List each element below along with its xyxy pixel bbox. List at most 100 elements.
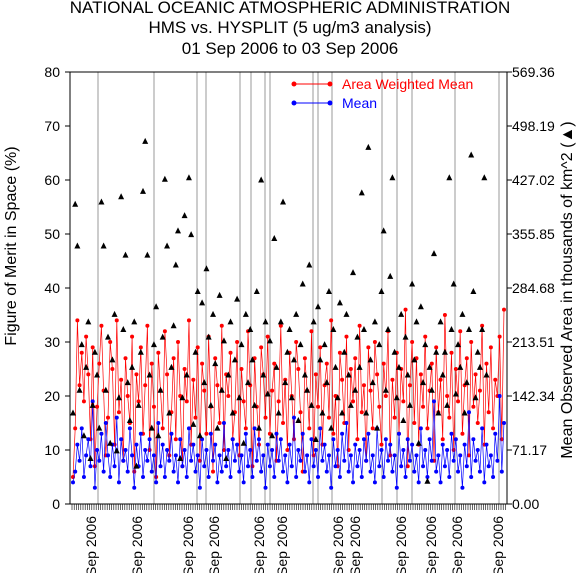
- area-weighted-mean-point: [298, 410, 303, 415]
- mean-point: [145, 458, 150, 463]
- mean-point: [351, 480, 356, 485]
- area-weighted-mean-point: [377, 404, 382, 409]
- area-weighted-mean-point: [110, 367, 115, 371]
- observed-area-point: [343, 310, 350, 317]
- y-tick-label: 70: [44, 118, 60, 134]
- observed-area-point: [301, 371, 308, 378]
- observed-area-point: [80, 432, 87, 439]
- mean-point: [195, 453, 200, 458]
- observed-area-point: [242, 310, 249, 317]
- y-tick-label: 10: [44, 442, 60, 458]
- area-weighted-mean-point: [407, 383, 412, 388]
- observed-area-point: [89, 401, 96, 408]
- observed-area-point: [273, 363, 280, 370]
- legend-awm-swatch-dot: [291, 81, 297, 87]
- mean-point: [440, 442, 445, 447]
- area-weighted-mean-point: [219, 323, 224, 328]
- mean-point: [313, 448, 318, 452]
- area-weighted-mean-point: [270, 388, 275, 393]
- mean-point: [167, 458, 172, 463]
- mean-point: [186, 426, 191, 431]
- observed-area-point: [280, 198, 287, 205]
- observed-area-point: [325, 288, 332, 295]
- mean-point: [445, 448, 450, 452]
- observed-area-point: [400, 417, 407, 424]
- observed-area-point: [113, 447, 120, 454]
- area-weighted-mean-point: [285, 448, 290, 452]
- area-weighted-mean-point: [204, 431, 209, 436]
- mean-point: [217, 453, 222, 458]
- observed-area-point: [142, 137, 149, 144]
- mean-point: [226, 448, 231, 452]
- observed-area-point: [446, 174, 453, 181]
- mean-point: [79, 426, 84, 431]
- mean-point: [77, 458, 82, 463]
- observed-area-point: [468, 151, 475, 158]
- observed-area-point: [262, 318, 269, 325]
- observed-area-point: [282, 379, 289, 386]
- mean-point: [252, 426, 257, 431]
- mean-point: [171, 469, 176, 474]
- observed-area-point: [105, 333, 112, 340]
- observed-area-point: [380, 227, 387, 234]
- mean-point: [211, 458, 216, 463]
- observed-area-point: [179, 394, 186, 401]
- mean-point: [322, 442, 327, 447]
- observed-area-point: [406, 401, 413, 408]
- area-weighted-mean-point: [326, 415, 331, 420]
- area-weighted-mean-point: [484, 361, 489, 366]
- area-weighted-mean-point: [453, 367, 458, 371]
- observed-area-point: [205, 333, 212, 340]
- mean-point: [151, 453, 156, 458]
- mean-point: [160, 442, 165, 447]
- y-right-tick-label: 498.19: [512, 118, 555, 134]
- observed-area-point: [420, 379, 427, 386]
- observed-area-point: [293, 310, 300, 317]
- mean-point: [215, 480, 220, 485]
- area-weighted-mean-point: [357, 323, 362, 328]
- x-tick-label: Sep 2006: [490, 516, 506, 573]
- mean-point: [486, 464, 491, 469]
- observed-area-point: [398, 310, 405, 317]
- area-weighted-mean-point: [447, 415, 452, 420]
- area-weighted-mean-point: [193, 415, 198, 420]
- observed-area-point: [330, 325, 337, 332]
- observed-area-point: [102, 386, 109, 393]
- mean-point: [291, 415, 296, 420]
- x-tick-label: Sep 2006: [423, 516, 439, 573]
- area-weighted-mean-point: [256, 442, 261, 447]
- mean-point: [464, 464, 469, 469]
- mean-point: [169, 431, 174, 436]
- area-weighted-mean-point: [130, 334, 135, 339]
- mean-point: [71, 480, 75, 485]
- observed-area-point: [251, 401, 258, 408]
- mean-point: [241, 480, 246, 485]
- y-tick-label: 60: [44, 172, 60, 188]
- observed-area-point: [426, 363, 433, 370]
- mean-point: [324, 469, 329, 474]
- chart-title: NATIONAL OCEANIC ATMOSPHERIC ADMINISTRAT…: [69, 0, 511, 17]
- mean-point: [158, 464, 163, 469]
- area-weighted-mean-point: [200, 361, 205, 366]
- mean-point: [88, 464, 93, 469]
- area-weighted-mean-point: [491, 426, 496, 431]
- mean-point: [235, 442, 240, 447]
- mean-point: [390, 469, 395, 474]
- vertical-gridlines: [97, 72, 500, 504]
- area-weighted-mean-point: [97, 361, 102, 366]
- mean-point: [285, 480, 290, 485]
- area-weighted-mean-point: [73, 426, 78, 431]
- observed-area-point: [385, 325, 392, 332]
- observed-area-point: [249, 356, 256, 363]
- observed-area-point: [481, 174, 488, 181]
- area-weighted-mean-point: [429, 361, 434, 366]
- area-weighted-mean-point: [375, 372, 380, 377]
- mean-point: [101, 469, 106, 474]
- area-weighted-mean-point: [165, 372, 170, 377]
- mean-point: [451, 458, 456, 463]
- mean-point: [423, 448, 428, 452]
- mean-point: [462, 442, 467, 447]
- chart-subtitle: HMS vs. HYSPLIT (5 ug/m3 analysis): [148, 18, 432, 37]
- observed-area-point: [411, 356, 418, 363]
- observed-area-point: [463, 379, 470, 386]
